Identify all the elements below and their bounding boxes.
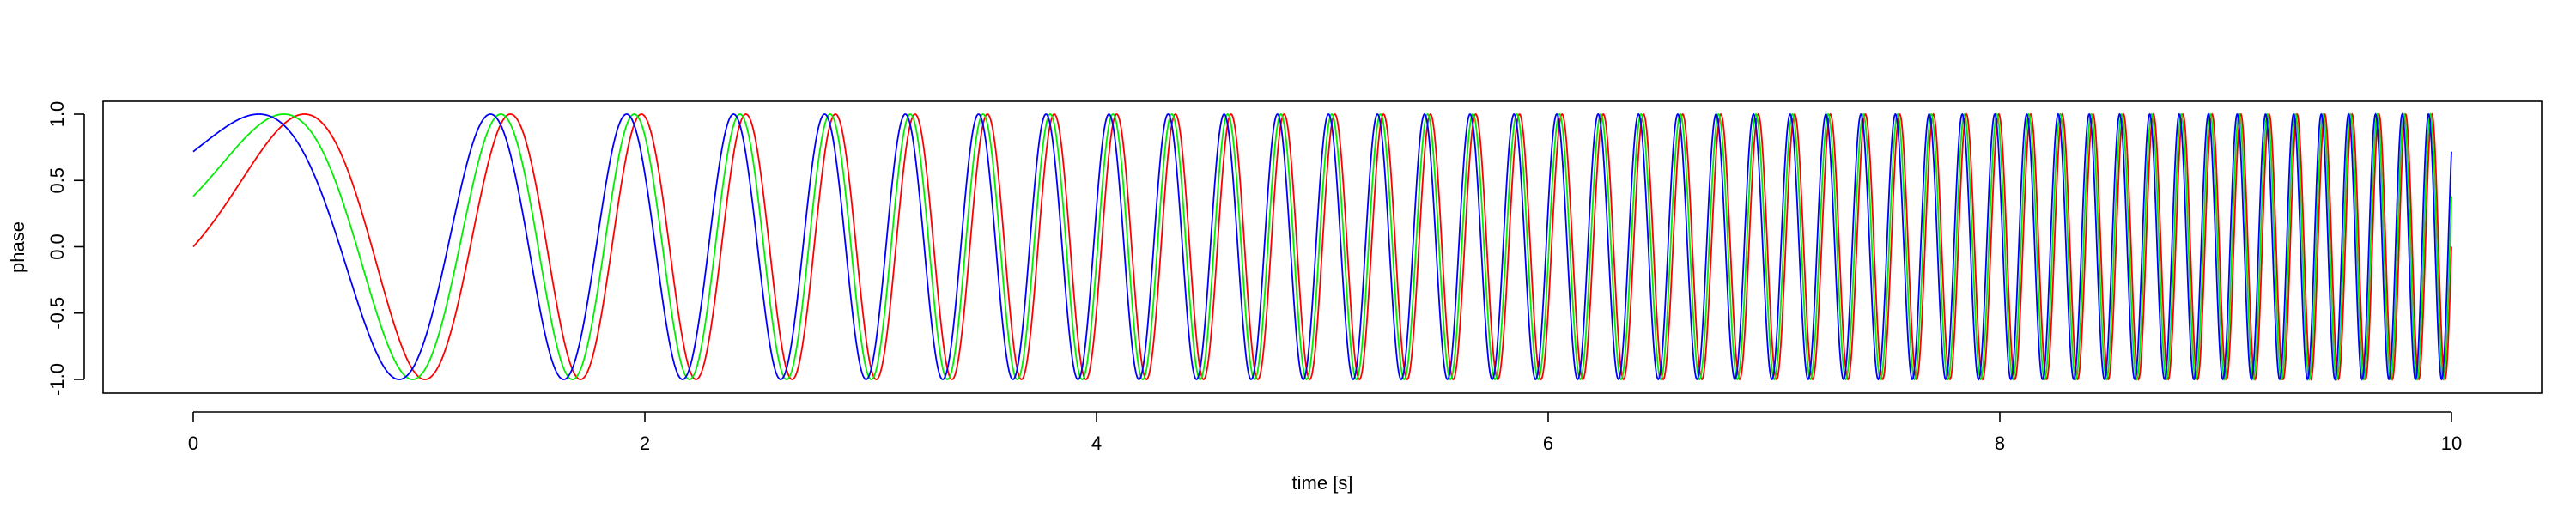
series-line-1: [192, 112, 2452, 381]
y-axis: -1.0 -0.5 0.0 0.5 1.0: [46, 101, 85, 396]
y-tick-label: -0.5: [46, 297, 68, 330]
y-tick-label: 1.0: [46, 101, 68, 128]
x-tick-label: 4: [1091, 433, 1102, 454]
x-tick-label: 10: [2441, 433, 2462, 454]
y-tick-label: 0.5: [46, 167, 68, 194]
x-tick-label: 0: [188, 433, 198, 454]
x-axis-title: time [s]: [1292, 472, 1353, 494]
y-axis-title: phase: [7, 221, 28, 273]
x-axis: 0 2 4 6 8 10: [188, 411, 2462, 454]
series-line-3: [192, 112, 2452, 381]
x-tick-label: 6: [1543, 433, 1553, 454]
plot-area: [192, 112, 2452, 381]
y-tick-label: -1.0: [46, 363, 68, 396]
plot-frame: [102, 100, 2543, 394]
x-tick-label: 8: [1995, 433, 2005, 454]
y-tick-label: 0.0: [46, 233, 68, 260]
x-tick-label: 2: [640, 433, 650, 454]
